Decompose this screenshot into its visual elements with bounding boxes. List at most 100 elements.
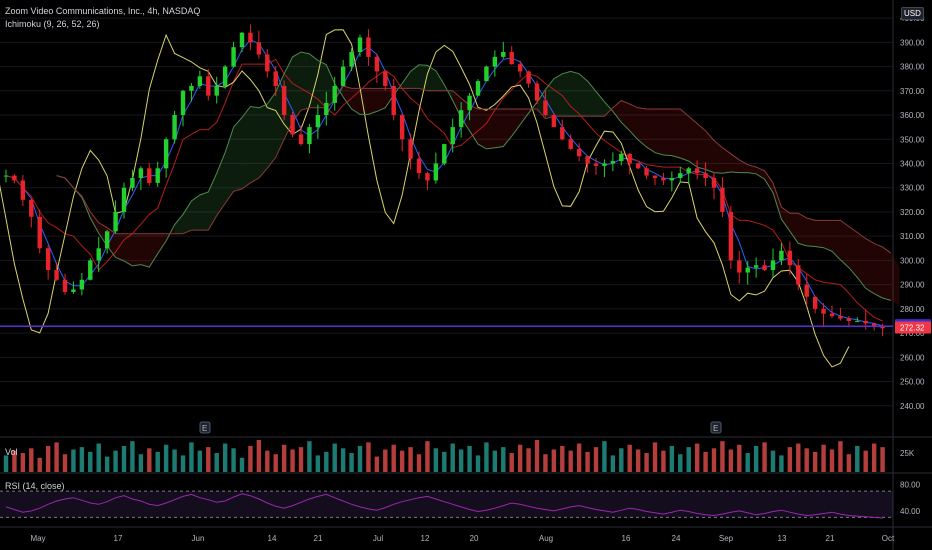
cloud-segment [360, 88, 369, 115]
cloud-segment [376, 88, 386, 112]
cloud-segment [815, 220, 824, 248]
cloud-segment [292, 52, 301, 123]
candle-body [812, 296, 818, 309]
volume-bar [585, 451, 590, 472]
volume-bar [20, 453, 26, 472]
candle-body [104, 231, 110, 249]
candle-body [745, 267, 750, 273]
volume-bar [812, 451, 818, 472]
candle-body [838, 316, 843, 319]
cloud-segment [124, 233, 133, 266]
earnings-marker-label: E [202, 424, 207, 433]
cloud-segment [739, 159, 748, 173]
ichimoku-legend[interactable]: Ichimoku (9, 26, 52, 26) [5, 19, 100, 29]
candle-body [349, 52, 354, 67]
volume-bar [307, 441, 312, 472]
cloud-segment [562, 71, 571, 117]
cloud-segment [764, 170, 773, 193]
candlestick-series[interactable] [3, 24, 885, 337]
candle-body [239, 32, 245, 48]
volume-legend[interactable]: Vol [5, 447, 18, 457]
volume-bar [728, 449, 734, 472]
cloud-segment [191, 194, 200, 231]
candle-body [661, 178, 666, 181]
x-tick-label: Oct [882, 534, 895, 543]
y-tick-label: 240.00 [900, 402, 925, 411]
cloud-segment [705, 130, 714, 173]
x-tick-label: 14 [268, 534, 277, 543]
time-axis[interactable]: May 17 Jun 14 21 Jul 12 20 Aug 16 24 Sep 13 21 Oct [30, 534, 895, 543]
volume-bar [408, 447, 413, 472]
cloud-segment [587, 81, 596, 117]
candle-body [737, 260, 742, 273]
candle-body [332, 85, 337, 103]
candle-body [416, 158, 422, 174]
volume-bar [737, 444, 742, 472]
cloud-segment [402, 71, 411, 89]
ichimoku-cloud [56, 52, 900, 306]
senkou-span-b [56, 85, 892, 254]
candle-body [450, 127, 455, 145]
candle-body [340, 66, 346, 86]
tenkan-line [5, 39, 883, 327]
cloud-segment [638, 107, 647, 148]
volume-bar [340, 448, 346, 472]
candle-body [753, 265, 759, 268]
candle-body [846, 318, 852, 321]
candle-body [694, 168, 700, 174]
candle-body [779, 250, 784, 261]
cloud-segment [891, 253, 900, 306]
rsi-legend[interactable]: RSI (14, close) [5, 481, 65, 491]
candle-body [214, 85, 219, 96]
earnings-marker-label: E [713, 424, 718, 433]
currency-label[interactable]: USD [901, 7, 924, 20]
cloud-segment [604, 101, 613, 117]
x-tick-label: 24 [672, 534, 681, 543]
cloud-segment [301, 52, 310, 111]
candle-body [442, 144, 447, 164]
volume-bar [610, 455, 616, 472]
y-tick-label: 250.00 [900, 378, 925, 387]
rsi-tick-label: 80.00 [900, 481, 921, 490]
volume-bar [332, 443, 337, 472]
volume-bar [635, 449, 641, 472]
volume-bar [458, 449, 464, 472]
candle-body [189, 85, 194, 91]
volume-bar [694, 443, 700, 472]
candle-body [180, 90, 186, 116]
cloud-segment [596, 91, 605, 117]
cloud-segment [351, 88, 360, 115]
volume-bar [703, 451, 708, 472]
volume-bar [315, 455, 321, 472]
volume-bar [838, 441, 843, 472]
candle-body [399, 115, 405, 140]
rsi-pane[interactable]: 80.00 40.00 [0, 481, 921, 519]
volume-bar [37, 457, 42, 472]
candle-body [627, 153, 632, 164]
candle-body [391, 85, 396, 116]
cloud-segment [140, 233, 150, 268]
volume-bar [720, 441, 725, 472]
volume-bar [871, 443, 877, 472]
candle-body [829, 313, 835, 317]
cloud-segment [132, 233, 141, 266]
volume-bar [475, 455, 481, 472]
cloud-segment [848, 226, 858, 278]
candle-body [12, 175, 17, 181]
candle-body [543, 100, 548, 116]
candle-body [509, 52, 514, 65]
volume-bar [12, 450, 17, 472]
candle-body [492, 56, 498, 67]
volume-pane[interactable]: 25K [3, 440, 915, 472]
candle-body [121, 187, 127, 212]
candle-body [669, 178, 675, 181]
volume-bar [543, 454, 548, 472]
price-axis[interactable]: 400.00390.00380.00370.00360.00350.00340.… [900, 14, 925, 411]
cloud-segment [343, 85, 352, 109]
candle-body [686, 168, 691, 174]
candle-body [871, 323, 877, 326]
candle-body [517, 64, 523, 72]
candle-body [720, 187, 725, 212]
